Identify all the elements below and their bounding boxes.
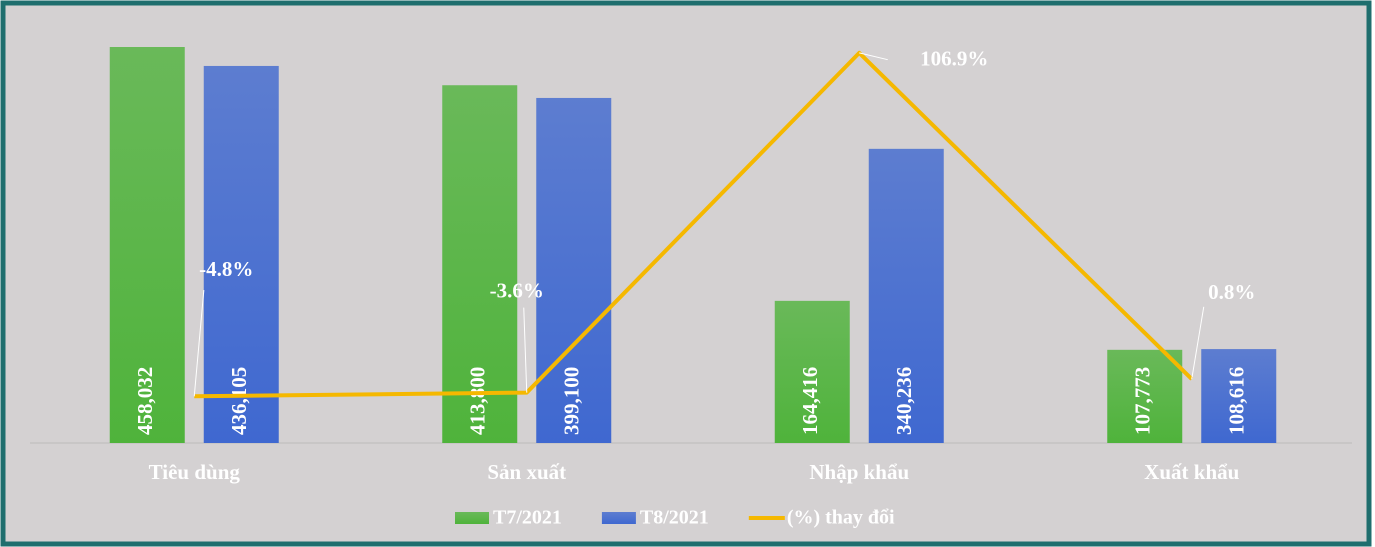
bar bbox=[203, 65, 279, 444]
legend-label: T7/2021 bbox=[493, 507, 562, 529]
value-label: 107,773 bbox=[1131, 367, 1155, 435]
line bbox=[194, 50, 1194, 399]
bar bbox=[868, 148, 944, 443]
leader-line bbox=[1191, 306, 1205, 380]
value-label: 399,100 bbox=[560, 367, 584, 435]
x-tick-label: Nhập khẩu bbox=[809, 460, 909, 484]
value-label: 340,236 bbox=[892, 367, 916, 435]
legend-swatch bbox=[601, 512, 636, 524]
x-tick-label: Sản xuất bbox=[487, 460, 566, 484]
line-value-label: -3.6% bbox=[490, 278, 544, 302]
bar bbox=[536, 97, 612, 443]
bar bbox=[442, 85, 518, 444]
bar bbox=[1107, 349, 1183, 443]
x-tick-label: Tiêu dùng bbox=[149, 460, 241, 484]
bar bbox=[109, 46, 185, 444]
value-label: 458,032 bbox=[133, 367, 157, 435]
legend-label: T8/2021 bbox=[640, 507, 709, 529]
value-label: 413,800 bbox=[466, 367, 490, 435]
value-label: 436,105 bbox=[227, 367, 251, 435]
bar bbox=[1201, 349, 1277, 443]
value-label: 108,616 bbox=[1225, 367, 1249, 435]
line-value-label: 0.8% bbox=[1208, 280, 1255, 304]
x-tick-label: Xuất khẩu bbox=[1144, 460, 1239, 484]
leader-line bbox=[193, 289, 205, 397]
legend-label: (%) thay đổi bbox=[787, 507, 895, 529]
bar bbox=[774, 300, 850, 443]
line-value-label: -4.8% bbox=[199, 257, 253, 281]
leader-line bbox=[859, 52, 888, 61]
legend-swatch bbox=[455, 512, 489, 524]
value-label: 164,416 bbox=[798, 367, 822, 435]
line-value-label: 106.9% bbox=[920, 47, 988, 71]
leader-line bbox=[523, 307, 528, 393]
